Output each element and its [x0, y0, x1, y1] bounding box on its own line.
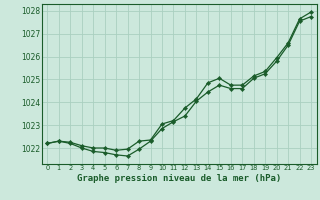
X-axis label: Graphe pression niveau de la mer (hPa): Graphe pression niveau de la mer (hPa)	[77, 174, 281, 183]
